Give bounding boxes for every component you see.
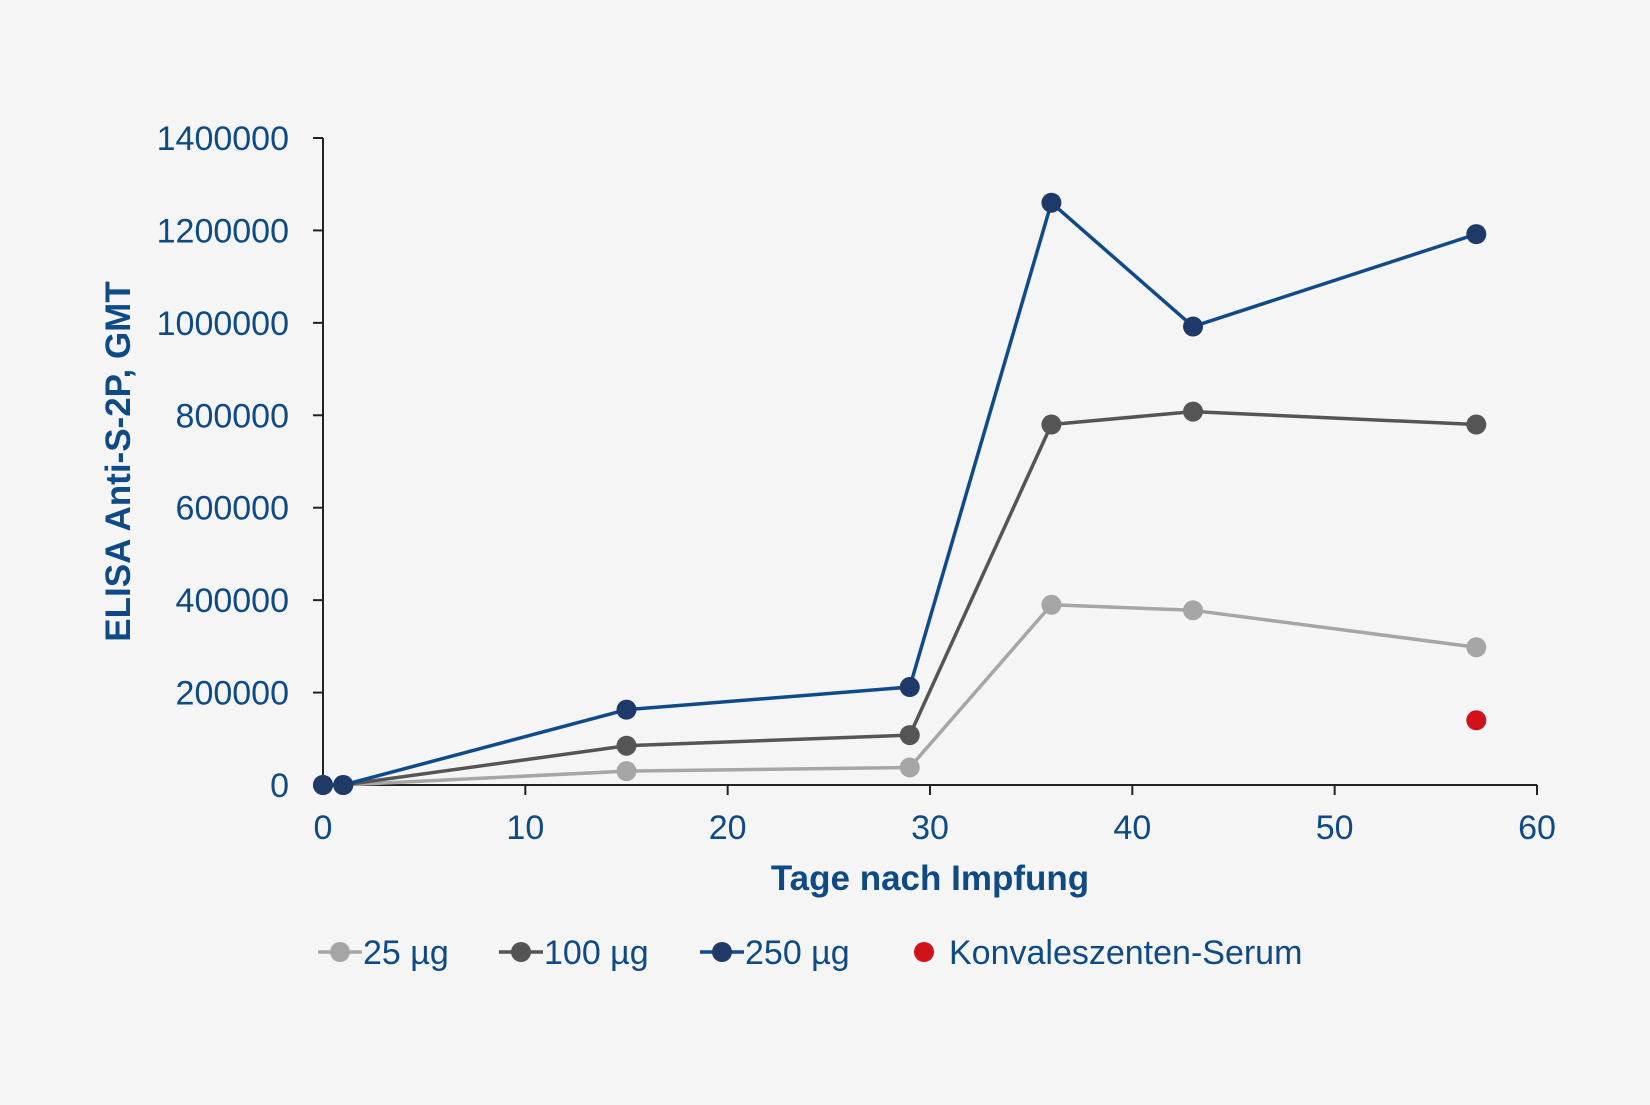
legend-marker-swatch xyxy=(712,942,732,962)
series-100-g xyxy=(313,401,1487,795)
data-point xyxy=(333,775,354,795)
legend-marker-swatch xyxy=(330,942,350,962)
legend-label: 25 µg xyxy=(363,934,449,972)
x-tick-label: 0 xyxy=(314,809,333,847)
data-point xyxy=(1466,414,1487,435)
y-tick-label: 1200000 xyxy=(157,212,289,250)
y-tick-label: 0 xyxy=(270,767,289,805)
data-point xyxy=(899,725,920,746)
legend-item-250-g: 250 µg xyxy=(700,934,850,972)
x-tick-label: 10 xyxy=(506,809,544,847)
data-point xyxy=(616,761,637,782)
data-point xyxy=(1183,401,1204,422)
series-line xyxy=(323,409,1477,787)
data-point xyxy=(1466,710,1487,731)
y-tick-label: 400000 xyxy=(176,582,289,620)
series-250-g xyxy=(313,192,1487,795)
legend: 25 µg 100 µg 250 µg Konvaleszenten-Serum xyxy=(318,934,1302,972)
x-tick-label: 50 xyxy=(1316,809,1354,847)
data-point xyxy=(1466,224,1487,245)
data-point xyxy=(1041,192,1062,213)
data-point xyxy=(1466,637,1487,658)
legend-marker-swatch xyxy=(511,942,531,962)
y-axis-title: ELISA Anti-S-2P, GMT xyxy=(99,281,138,641)
legend-label: 250 µg xyxy=(745,934,850,972)
x-tick-label: 60 xyxy=(1518,809,1556,847)
data-point xyxy=(899,757,920,778)
legend-item-25-g: 25 µg xyxy=(318,934,449,972)
legend-label: 100 µg xyxy=(544,934,649,972)
data-point xyxy=(313,775,333,795)
x-axis-title: Tage nach Impfung xyxy=(771,859,1089,898)
legend-item-100-g: 100 µg xyxy=(499,934,649,972)
data-point xyxy=(1183,600,1204,621)
legend-item-konvaleszenten-serum: Konvaleszenten-Serum xyxy=(914,934,1302,972)
y-tick-label: 1400000 xyxy=(157,120,289,158)
tick-labels: 0 10 20 30 40 50 60 0 200000 400000 600000 800000 10… xyxy=(157,120,1556,847)
data-point xyxy=(1183,316,1204,337)
y-tick-label: 800000 xyxy=(176,397,289,435)
x-tick-label: 30 xyxy=(911,809,949,847)
data-series xyxy=(313,192,1487,795)
y-tick-label: 1000000 xyxy=(157,305,289,343)
data-point xyxy=(899,677,920,698)
data-point xyxy=(1041,414,1062,435)
series-line xyxy=(323,200,1477,787)
legend-marker-swatch xyxy=(914,942,934,962)
series-konvaleszenten-serum xyxy=(1466,710,1487,731)
series-line xyxy=(323,603,1477,787)
y-tick-label: 600000 xyxy=(176,490,289,528)
x-tick-label: 20 xyxy=(709,809,747,847)
data-point xyxy=(616,699,637,720)
legend-label: Konvaleszenten-Serum xyxy=(949,934,1302,972)
data-point xyxy=(616,735,637,756)
y-tick-label: 200000 xyxy=(176,675,289,713)
x-tick-label: 40 xyxy=(1113,809,1151,847)
data-point xyxy=(1041,594,1062,615)
